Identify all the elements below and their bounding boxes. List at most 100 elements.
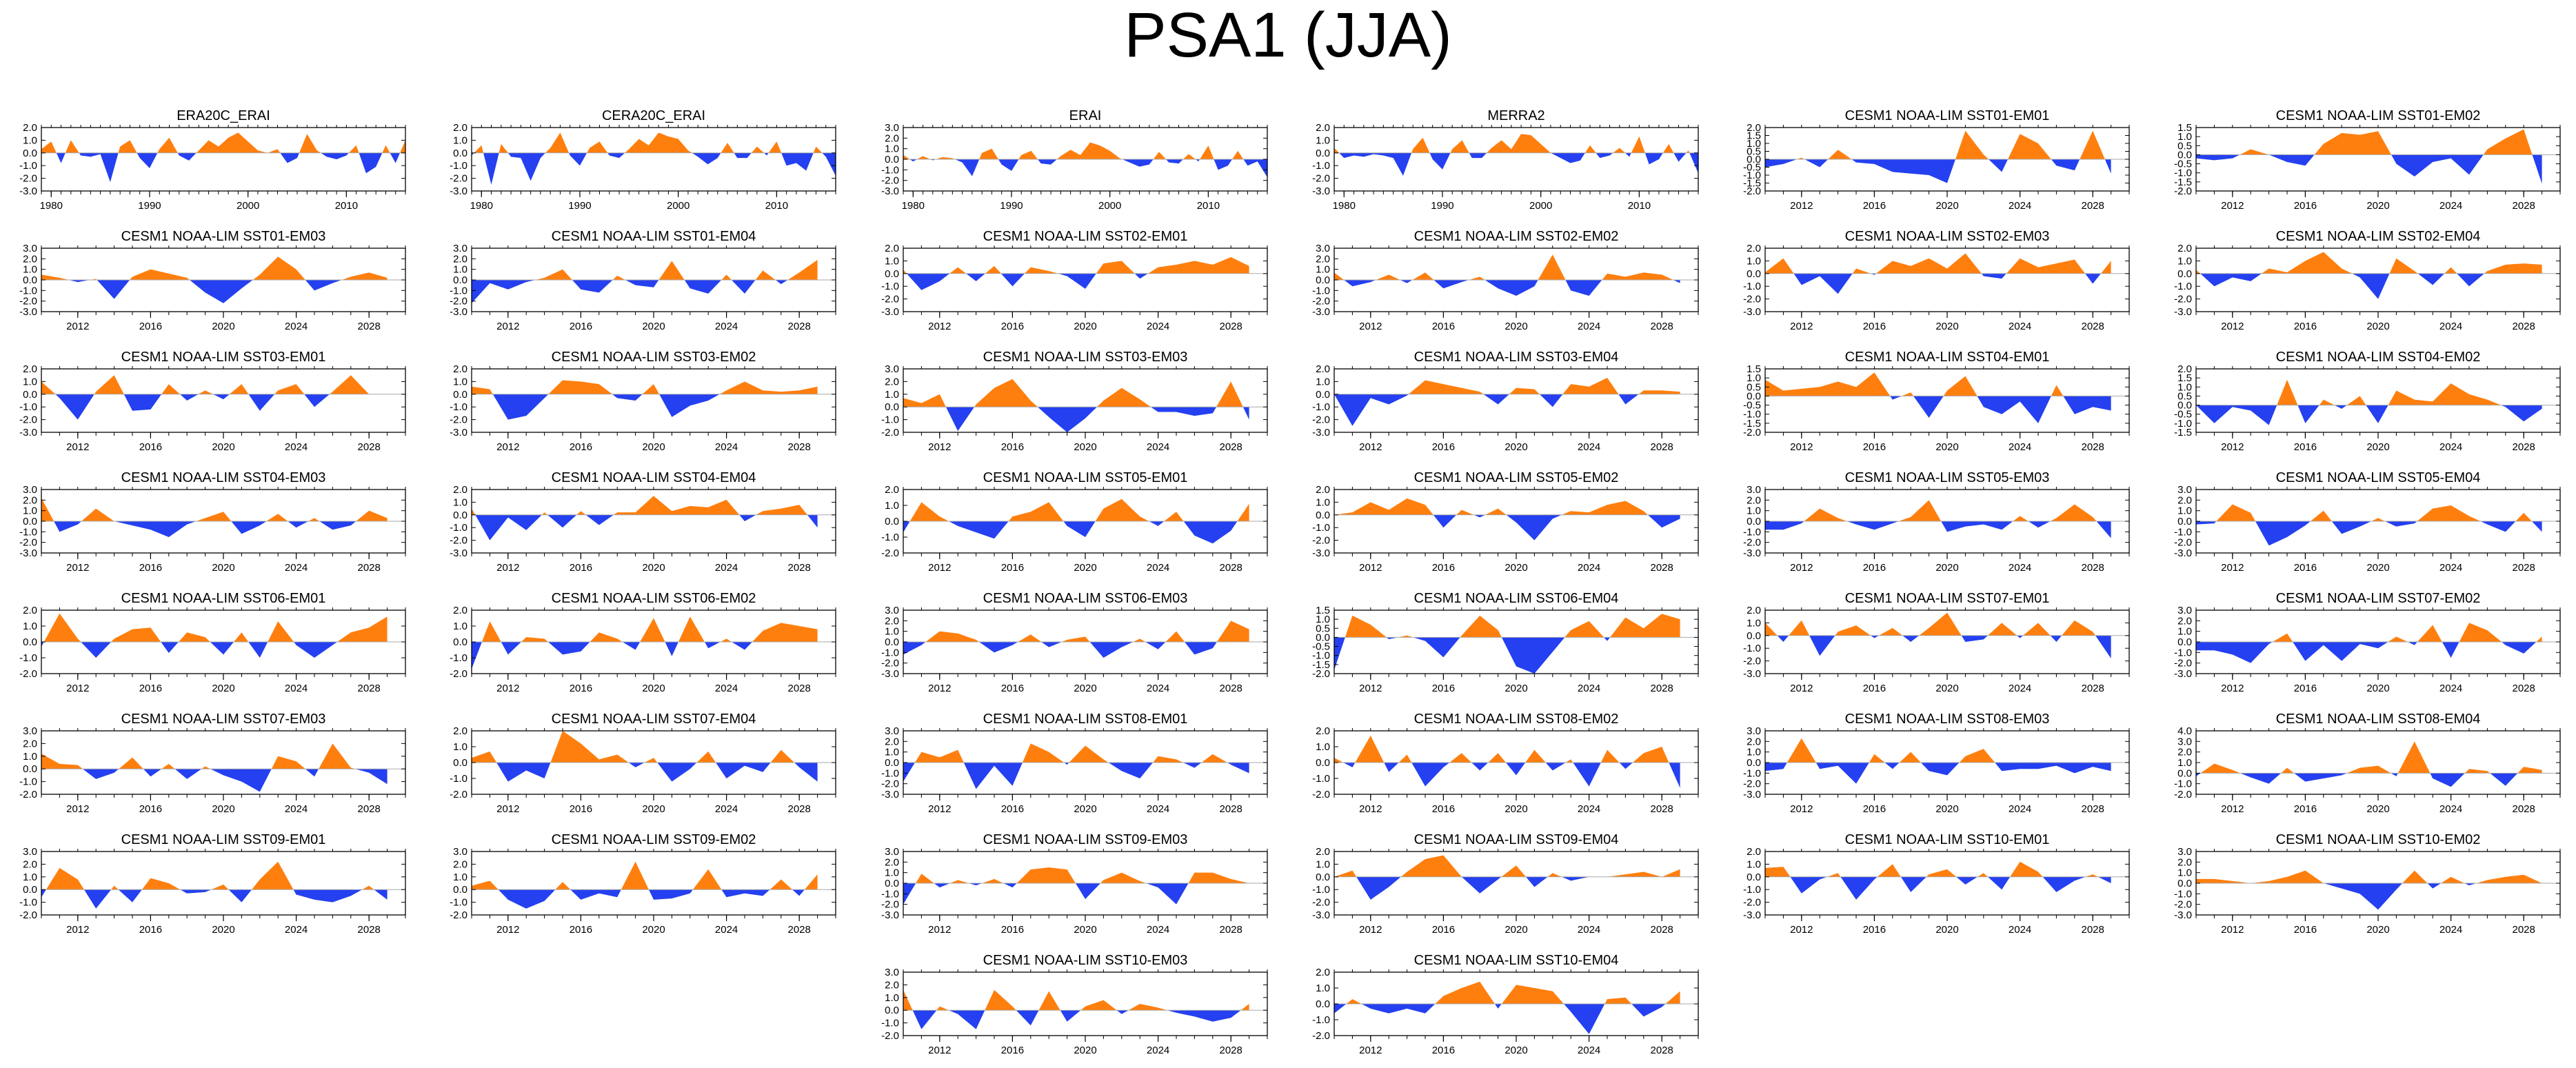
y-tick-label: 1.0 — [453, 496, 467, 508]
chart-panel: CESM1 NOAA-LIM SST10-EM02 3.02.01.00.0-1.… — [2174, 832, 2561, 936]
y-tick-label: 3.0 — [885, 363, 899, 375]
x-tick-label: 2028 — [2082, 200, 2104, 212]
negative-anomaly-area — [1765, 396, 2111, 423]
x-tick-label: 1980 — [902, 200, 925, 212]
x-tick-label: 2020 — [212, 441, 234, 453]
y-tick-label: 0.0 — [2177, 516, 2192, 527]
x-tick-label: 2024 — [2439, 683, 2462, 694]
y-tick-label: 0.0 — [1316, 148, 1330, 159]
panel-title: ERAI — [1069, 108, 1102, 123]
y-tick-label: -2.0 — [1312, 173, 1330, 185]
y-tick-label: 1.5 — [2177, 372, 2192, 384]
x-tick-label: 2024 — [715, 683, 738, 694]
chart-panel: CESM1 NOAA-LIM SST02-EM03 2.01.00.0-1.0 -2… — [1743, 229, 2130, 332]
y-tick-label: 1.0 — [885, 500, 899, 512]
positive-anomaly-area — [41, 375, 388, 394]
y-tick-label: -2.0 — [19, 296, 37, 308]
x-tick-label: 2012 — [66, 562, 89, 574]
panel-title: CESM1 NOAA-LIM SST05-EM01 — [983, 470, 1188, 485]
chart-panel: CESM1 NOAA-LIM SST10-EM04 2.0 1.0 0.0 -1.0 -2… — [1312, 953, 1699, 1056]
y-tick-label: 1.0 — [453, 871, 467, 883]
y-tick-label: -2.0 — [450, 296, 467, 308]
y-tick-label: 2.0 — [885, 484, 899, 496]
x-tick-label: 2024 — [285, 803, 308, 815]
x-tick-label: 2012 — [1359, 562, 1382, 574]
negative-anomaly-area — [41, 521, 388, 537]
x-tick-label: 2028 — [358, 562, 381, 574]
y-tick-label: -1.0 — [881, 532, 899, 543]
chart-panel: CESM1 NOAA-LIM SST08-EM02 2.0 1.0 0.0 -1.0 -2… — [1312, 712, 1699, 815]
x-tick-label: 2024 — [1578, 441, 1600, 453]
x-tick-label: 2016 — [570, 924, 592, 936]
x-tick-label: 2028 — [358, 683, 381, 694]
panel-title: CESM1 NOAA-LIM SST01-EM01 — [1845, 108, 2050, 123]
y-tick-label: 1.0 — [885, 867, 899, 879]
x-tick-label: 2012 — [2221, 200, 2244, 212]
chart-panel: CESM1 NOAA-LIM SST07-EM03 3.02.0 1.00.0-1.… — [19, 712, 406, 815]
y-tick-label: 2.0 — [23, 858, 37, 870]
y-tick-label: 0.0 — [885, 154, 899, 165]
x-tick-label: 2016 — [2294, 441, 2317, 453]
x-tick-label: 2016 — [1863, 803, 1886, 815]
x-tick-label: 1990 — [138, 200, 161, 212]
x-tick-label: 2020 — [1935, 321, 1958, 332]
y-tick-label: -2.0 — [19, 173, 37, 185]
x-tick-label: 2024 — [2009, 441, 2031, 453]
chart-panel: CESM1 NOAA-LIM SST01-EM01 2.01.51.00.50.0… — [1743, 108, 2130, 212]
y-tick-label: -2.0 — [1743, 897, 1761, 909]
y-tick-label: 1.0 — [2177, 505, 2192, 517]
x-tick-label: 2028 — [358, 441, 381, 453]
x-tick-label: 2020 — [1505, 441, 1527, 453]
x-tick-label: 2016 — [139, 441, 162, 453]
negative-anomaly-area — [2196, 773, 2542, 787]
y-tick-label: 1.0 — [23, 264, 37, 276]
positive-anomaly-area — [41, 256, 388, 280]
y-tick-label: -0.5 — [1743, 162, 1761, 174]
x-tick-label: 2012 — [1790, 562, 1813, 574]
negative-anomaly-area — [472, 280, 818, 303]
y-tick-label: -0.5 — [2174, 159, 2192, 170]
y-tick-label: 0.0 — [23, 763, 37, 775]
x-tick-label: 2012 — [1359, 924, 1382, 936]
y-tick-label: 0.0 — [453, 884, 467, 896]
panel-title: CESM1 NOAA-LIM SST04-EM03 — [121, 470, 326, 485]
panel-title: CESM1 NOAA-LIM SST10-EM01 — [1845, 832, 2050, 847]
y-tick-label: 2.0 — [23, 122, 37, 134]
y-tick-label: 2.0 — [453, 363, 467, 375]
y-tick-label: 0.0 — [2177, 878, 2192, 889]
plot-frame — [903, 971, 1268, 1036]
panel-title: CESM1 NOAA-LIM SST09-EM04 — [1414, 832, 1619, 847]
y-tick-label: 1.0 — [1316, 983, 1330, 994]
y-tick-label: -2.0 — [1312, 1030, 1330, 1042]
x-tick-label: 2024 — [2439, 441, 2462, 453]
y-tick-label: -3.0 — [19, 427, 37, 439]
x-tick-label: 2028 — [2513, 441, 2535, 453]
y-tick-label: -1.0 — [450, 773, 467, 785]
y-tick-label: 0.0 — [1316, 757, 1330, 769]
y-tick-label: 2.0 — [2177, 363, 2192, 375]
y-tick-label: 2.0 — [1747, 122, 1761, 134]
negative-anomaly-area — [41, 889, 388, 909]
panel-title: CESM1 NOAA-LIM SST06-EM02 — [552, 591, 756, 606]
y-tick-label: -1.0 — [19, 160, 37, 172]
negative-anomaly-area — [2196, 154, 2542, 184]
positive-anomaly-area — [2196, 623, 2542, 642]
x-tick-label: 2024 — [1578, 1045, 1600, 1056]
y-tick-label: -1.5 — [2174, 427, 2192, 439]
chart-panel: CESM1 NOAA-LIM SST09-EM02 3.02.01.00.0-1.… — [450, 832, 836, 936]
x-tick-label: 2020 — [212, 683, 234, 694]
x-tick-label: 2028 — [2513, 562, 2535, 574]
x-tick-label: 2012 — [66, 321, 89, 332]
x-tick-label: 2024 — [2009, 924, 2031, 936]
y-tick-label: 0.0 — [1747, 516, 1761, 527]
x-tick-label: 1980 — [1333, 200, 1356, 212]
y-tick-label: -1.0 — [881, 414, 899, 426]
x-tick-label: 2024 — [285, 321, 308, 332]
x-tick-label: 2024 — [2009, 321, 2031, 332]
y-tick-label: 2.0 — [453, 858, 467, 870]
x-tick-label: 2012 — [928, 321, 951, 332]
positive-anomaly-area — [472, 380, 818, 394]
y-tick-label: 0.0 — [885, 636, 899, 648]
x-tick-label: 1980 — [470, 200, 493, 212]
y-tick-label: 1.0 — [885, 143, 899, 155]
